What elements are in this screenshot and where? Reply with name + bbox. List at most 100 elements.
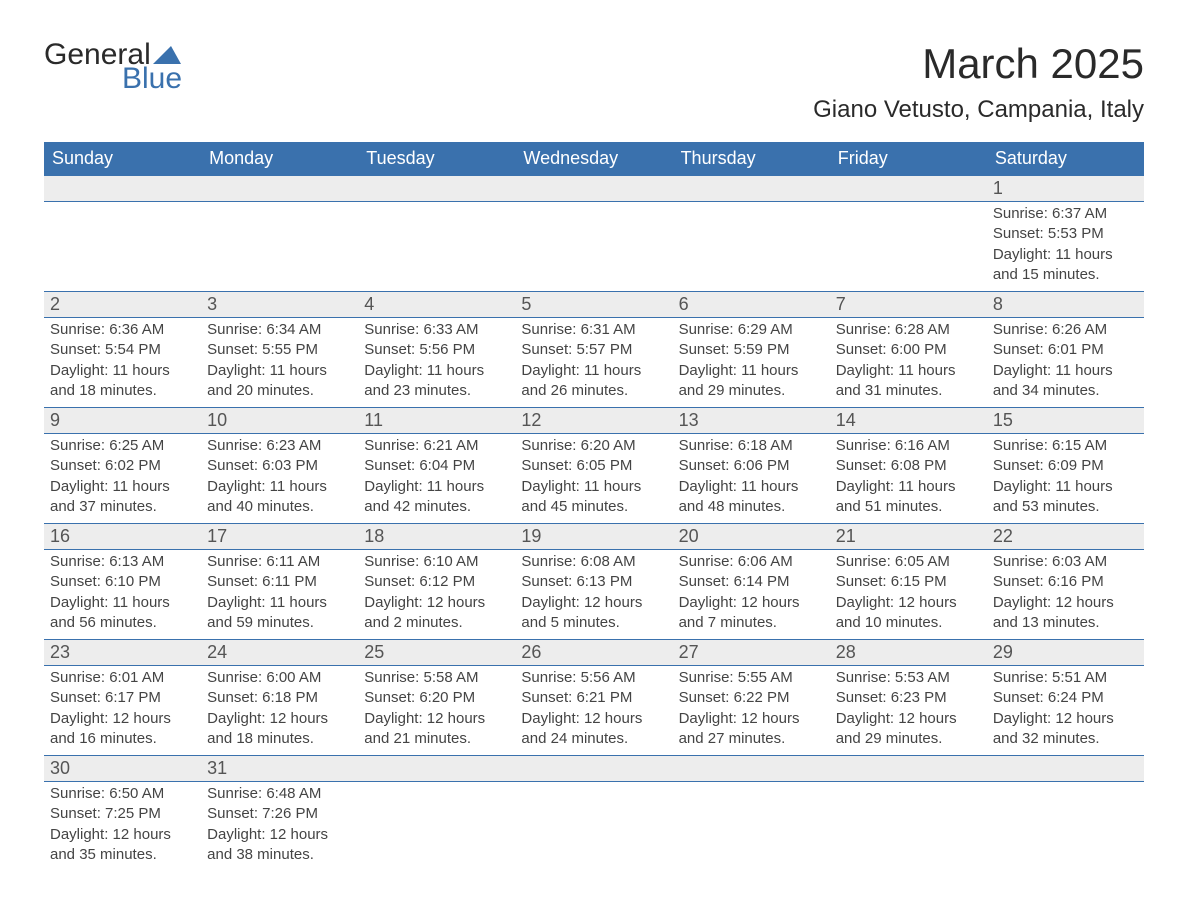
day-cell-detail bbox=[358, 782, 515, 872]
day-cell-number: 7 bbox=[830, 292, 987, 318]
daylight-text: Daylight: 11 hours and 51 minutes. bbox=[836, 478, 956, 515]
day-cell-detail: Sunrise: 6:50 AMSunset: 7:25 PMDaylight:… bbox=[44, 782, 201, 872]
day-cell-number: 27 bbox=[673, 640, 830, 666]
day-cell-detail: Sunrise: 6:11 AMSunset: 6:11 PMDaylight:… bbox=[201, 550, 358, 640]
day-detail: Sunrise: 6:31 AMSunset: 5:57 PMDaylight:… bbox=[515, 318, 672, 407]
sunset-text: Sunset: 6:15 PM bbox=[836, 573, 947, 590]
day-detail: Sunrise: 6:01 AMSunset: 6:17 PMDaylight:… bbox=[44, 666, 201, 755]
sunrise-text: Sunrise: 6:00 AM bbox=[207, 669, 321, 686]
day-number: 19 bbox=[515, 524, 672, 549]
day-cell-number bbox=[201, 176, 358, 202]
day-cell-detail bbox=[830, 782, 987, 872]
day-detail: Sunrise: 6:15 AMSunset: 6:09 PMDaylight:… bbox=[987, 434, 1144, 523]
day-number: 21 bbox=[830, 524, 987, 549]
day-cell-number: 10 bbox=[201, 408, 358, 434]
daylight-text: Daylight: 12 hours and 38 minutes. bbox=[207, 826, 328, 863]
day-cell-number: 6 bbox=[673, 292, 830, 318]
sunrise-text: Sunrise: 5:56 AM bbox=[521, 669, 635, 686]
day-cell-number: 14 bbox=[830, 408, 987, 434]
sunrise-text: Sunrise: 5:55 AM bbox=[679, 669, 793, 686]
day-number: 31 bbox=[201, 756, 358, 781]
logo: General Blue bbox=[44, 40, 182, 94]
day-number: 8 bbox=[987, 292, 1144, 317]
day-number: 3 bbox=[201, 292, 358, 317]
daylight-text: Daylight: 12 hours and 10 minutes. bbox=[836, 594, 957, 631]
day-cell-number: 11 bbox=[358, 408, 515, 434]
day-cell-number: 30 bbox=[44, 756, 201, 782]
daylight-text: Daylight: 11 hours and 18 minutes. bbox=[50, 362, 170, 399]
detail-row: Sunrise: 6:01 AMSunset: 6:17 PMDaylight:… bbox=[44, 666, 1144, 756]
sunrise-text: Sunrise: 5:58 AM bbox=[364, 669, 478, 686]
day-detail bbox=[673, 202, 830, 230]
sunset-text: Sunset: 6:16 PM bbox=[993, 573, 1104, 590]
daylight-text: Daylight: 12 hours and 24 minutes. bbox=[521, 710, 642, 747]
day-number: 22 bbox=[987, 524, 1144, 549]
sunset-text: Sunset: 6:13 PM bbox=[521, 573, 632, 590]
day-cell-number bbox=[987, 756, 1144, 782]
day-number bbox=[830, 176, 987, 201]
detail-row: Sunrise: 6:25 AMSunset: 6:02 PMDaylight:… bbox=[44, 434, 1144, 524]
day-cell-number: 15 bbox=[987, 408, 1144, 434]
day-cell-detail: Sunrise: 6:06 AMSunset: 6:14 PMDaylight:… bbox=[673, 550, 830, 640]
day-detail: Sunrise: 6:10 AMSunset: 6:12 PMDaylight:… bbox=[358, 550, 515, 639]
day-cell-detail: Sunrise: 6:31 AMSunset: 5:57 PMDaylight:… bbox=[515, 318, 672, 408]
day-number: 27 bbox=[673, 640, 830, 665]
daynum-row: 23242526272829 bbox=[44, 640, 1144, 666]
day-cell-detail: Sunrise: 6:18 AMSunset: 6:06 PMDaylight:… bbox=[673, 434, 830, 524]
day-cell-detail bbox=[515, 782, 672, 872]
day-number: 11 bbox=[358, 408, 515, 433]
sunrise-text: Sunrise: 6:05 AM bbox=[836, 553, 950, 570]
day-detail: Sunrise: 5:53 AMSunset: 6:23 PMDaylight:… bbox=[830, 666, 987, 755]
day-cell-number: 19 bbox=[515, 524, 672, 550]
day-cell-number: 8 bbox=[987, 292, 1144, 318]
day-number bbox=[830, 756, 987, 781]
day-cell-detail: Sunrise: 5:56 AM Sunset: 6:21 PM Daylight:… bbox=[515, 666, 672, 756]
day-number: 23 bbox=[44, 640, 201, 665]
day-number bbox=[201, 176, 358, 201]
sunset-text: Sunset: 6:14 PM bbox=[679, 573, 790, 590]
daylight-text: Daylight: 11 hours and 15 minutes. bbox=[993, 246, 1113, 283]
day-detail: Sunrise: 5:55 AMSunset: 6:22 PMDaylight:… bbox=[673, 666, 830, 755]
daylight-text: Daylight: 12 hours and 16 minutes. bbox=[50, 710, 171, 747]
sunset-text: Sunset: 6:20 PM bbox=[364, 689, 475, 706]
daylight-text: Daylight: 11 hours and 34 minutes. bbox=[993, 362, 1113, 399]
sunset-text: Sunset: 6:04 PM bbox=[364, 457, 475, 474]
sunrise-text: Sunrise: 6:28 AM bbox=[836, 321, 950, 338]
day-detail: Sunrise: 6:21 AMSunset: 6:04 PMDaylight:… bbox=[358, 434, 515, 523]
sunrise-text: Sunrise: 6:31 AM bbox=[521, 321, 635, 338]
sunrise-text: Sunrise: 6:26 AM bbox=[993, 321, 1107, 338]
day-detail: Sunrise: 6:18 AMSunset: 6:06 PMDaylight:… bbox=[673, 434, 830, 523]
header-row: General Blue March 2025 Giano Vetusto, C… bbox=[44, 40, 1144, 134]
daylight-text: Daylight: 12 hours and 35 minutes. bbox=[50, 826, 171, 863]
daylight-text: Daylight: 12 hours and 2 minutes. bbox=[364, 594, 485, 631]
daylight-text: Daylight: 11 hours and 26 minutes. bbox=[521, 362, 641, 399]
day-detail bbox=[673, 782, 830, 810]
daylight-text: Daylight: 11 hours and 37 minutes. bbox=[50, 478, 170, 515]
day-number: 7 bbox=[830, 292, 987, 317]
day-number: 13 bbox=[673, 408, 830, 433]
day-detail: Sunrise: 6:11 AMSunset: 6:11 PMDaylight:… bbox=[201, 550, 358, 639]
day-number: 30 bbox=[44, 756, 201, 781]
day-cell-number: 1 bbox=[987, 176, 1144, 202]
sunset-text: Sunset: 6:18 PM bbox=[207, 689, 318, 706]
daylight-text: Daylight: 11 hours and 29 minutes. bbox=[679, 362, 799, 399]
day-detail: Sunrise: 6:37 AMSunset: 5:53 PMDaylight:… bbox=[987, 202, 1144, 291]
weekday-header: Thursday bbox=[673, 142, 830, 176]
day-detail: Sunrise: 6:00 AMSunset: 6:18 PMDaylight:… bbox=[201, 666, 358, 755]
day-number bbox=[358, 756, 515, 781]
day-detail: Sunrise: 5:51 AMSunset: 6:24 PMDaylight:… bbox=[987, 666, 1144, 755]
sunrise-text: Sunrise: 6:25 AM bbox=[50, 437, 164, 454]
sunset-text: Sunset: 6:21 PM bbox=[521, 689, 632, 706]
day-detail: Sunrise: 5:58 AMSunset: 6:20 PMDaylight:… bbox=[358, 666, 515, 755]
day-number: 20 bbox=[673, 524, 830, 549]
sunset-text: Sunset: 6:05 PM bbox=[521, 457, 632, 474]
daylight-text: Daylight: 12 hours and 32 minutes. bbox=[993, 710, 1114, 747]
day-cell-number bbox=[515, 756, 672, 782]
sunrise-text: Sunrise: 6:18 AM bbox=[679, 437, 793, 454]
day-cell-number: 18 bbox=[358, 524, 515, 550]
day-cell-detail: Sunrise: 6:16 AMSunset: 6:08 PMDaylight:… bbox=[830, 434, 987, 524]
day-cell-number: 21 bbox=[830, 524, 987, 550]
detail-row: Sunrise: 6:13 AMSunset: 6:10 PMDaylight:… bbox=[44, 550, 1144, 640]
weekday-header-row: SundayMondayTuesdayWednesdayThursdayFrid… bbox=[44, 142, 1144, 176]
day-cell-detail: Sunrise: 6:08 AMSunset: 6:13 PMDaylight:… bbox=[515, 550, 672, 640]
